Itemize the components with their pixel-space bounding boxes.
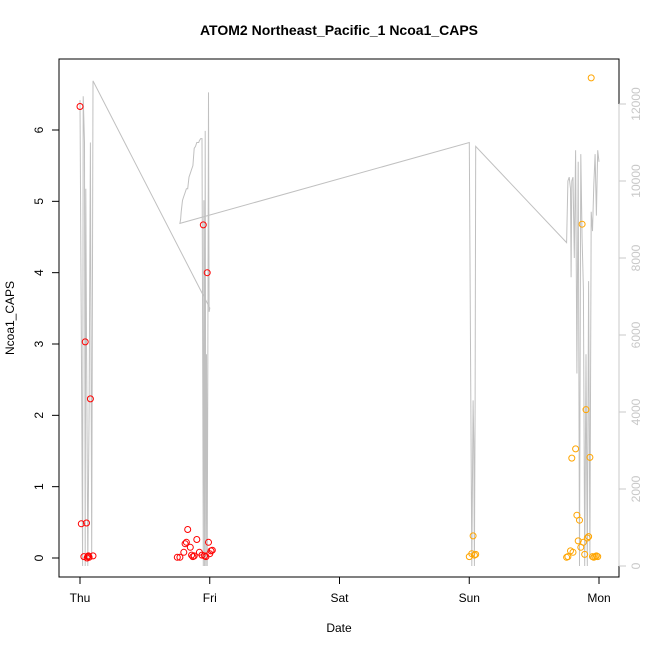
y-tick-label: 5 <box>32 198 46 205</box>
secondary-line-layer <box>79 80 600 567</box>
data-point <box>208 546 216 554</box>
data-point <box>469 532 477 540</box>
x-axis-label: Date <box>326 621 352 635</box>
data-point <box>472 550 480 558</box>
y2-tick-label: 8000 <box>629 244 643 271</box>
x-tick-label: Thu <box>70 591 91 605</box>
x-tick-label: Sat <box>330 591 349 605</box>
data-point <box>569 548 577 556</box>
data-point <box>86 395 94 403</box>
y2-tick-label: 0 <box>629 562 643 569</box>
data-point <box>173 553 181 561</box>
data-point <box>578 220 586 228</box>
data-point <box>579 538 587 546</box>
data-point <box>181 540 189 548</box>
y2-tick-label: 2000 <box>629 475 643 502</box>
data-point <box>594 553 602 561</box>
y-axis-left: 0 1 2 3 4 5 6 <box>32 126 60 561</box>
plot-border <box>58 58 620 578</box>
data-point <box>85 553 93 561</box>
data-point <box>81 338 89 346</box>
y-tick-label: 1 <box>32 483 46 490</box>
y-tick-label: 6 <box>32 126 46 133</box>
data-point <box>574 537 582 545</box>
x-tick-label: Fri <box>203 591 217 605</box>
data-point <box>586 453 594 461</box>
data-point <box>76 103 84 110</box>
data-point <box>176 553 184 561</box>
x-tick-label: Mon <box>587 591 610 605</box>
data-point <box>77 520 85 528</box>
data-point <box>576 516 583 524</box>
y-tick-label: 2 <box>32 412 46 419</box>
x-axis: Thu Fri Sat Sun Mon <box>70 576 611 605</box>
secondary-series-line <box>79 80 600 567</box>
data-point <box>182 538 190 546</box>
data-point <box>193 536 201 543</box>
data-point <box>180 548 188 556</box>
data-point <box>89 552 97 560</box>
points-layer <box>76 74 602 562</box>
y-tick-label: 0 <box>32 554 46 561</box>
y-axis-label: Ncoa1_CAPS <box>3 281 17 355</box>
data-point <box>80 553 88 561</box>
data-point <box>186 543 194 551</box>
data-point <box>184 526 192 533</box>
x-tick-label: Sun <box>459 591 480 605</box>
y2-tick-label: 4000 <box>629 398 643 425</box>
y-tick-label: 3 <box>32 340 46 347</box>
y2-tick-label: 10000 <box>629 164 643 198</box>
data-point <box>199 221 207 229</box>
data-point <box>585 533 593 541</box>
y-tick-label: 4 <box>32 269 46 276</box>
data-point <box>583 534 591 542</box>
data-point <box>568 454 576 462</box>
y-axis-right: 0 2000 4000 6000 8000 10000 12000 <box>618 87 643 569</box>
data-point <box>581 550 589 558</box>
data-point <box>582 406 590 414</box>
data-point <box>587 74 595 82</box>
data-point <box>190 552 198 560</box>
chart-title: ATOM2 Northeast_Pacific_1 Ncoa1_CAPS <box>200 22 478 38</box>
y2-tick-label: 6000 <box>629 321 643 348</box>
data-point <box>205 538 212 546</box>
data-point <box>83 519 90 527</box>
data-point <box>203 269 211 277</box>
data-point <box>564 553 572 561</box>
y2-tick-label: 12000 <box>629 87 643 121</box>
data-point <box>572 445 580 453</box>
